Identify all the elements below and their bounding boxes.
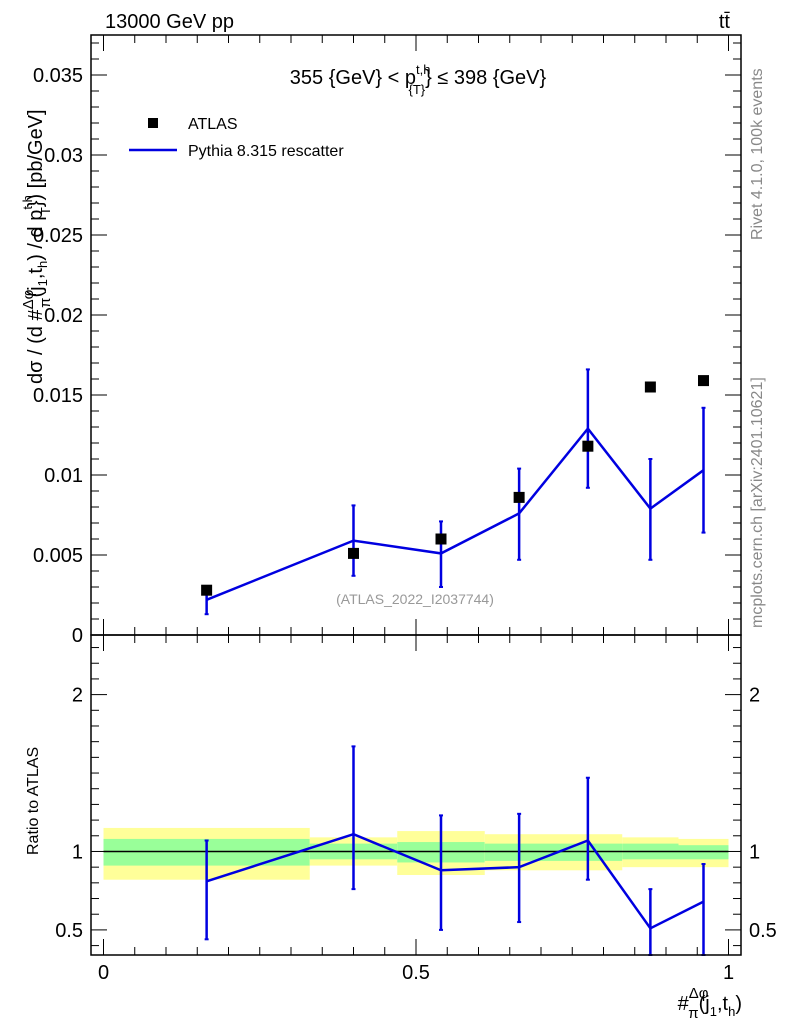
main-y-tick-label: 0.015 [33, 385, 83, 407]
data-point [582, 440, 594, 452]
main-y-tick-label: 0.025 [33, 225, 83, 247]
ratio-x-tick-label: 1 [723, 962, 734, 984]
ratio-y-tick-label: 0.5 [55, 920, 83, 942]
mc-series-line [206, 426, 705, 601]
data-point [513, 491, 525, 503]
main-axis-ticks [91, 35, 741, 636]
ratio-band-inner [678, 845, 729, 860]
ratio-uncertainty-bands [103, 827, 729, 880]
main-plot-panel: 0 0.005 0.01 0.015 0.02 0.025 0.03 0.035 (ATLAS… [20, 34, 742, 647]
data-point [644, 381, 656, 393]
ratio-x-tick-label: 0.5 [402, 962, 430, 984]
ratio-y-tick-label-right: 2 [749, 685, 760, 707]
header-final-state-label: tt̄ [719, 11, 731, 33]
ratio-axis-ticks [91, 635, 741, 955]
legend-data-marker [148, 118, 158, 128]
data-point [201, 584, 213, 596]
ratio-y-tick-labels: 0.5 0.5 1 1 2 2 [55, 685, 777, 942]
data-point [698, 375, 709, 387]
data-points [201, 375, 709, 596]
legend-mc-label: Pythia 8.315 rescatter [188, 143, 344, 160]
mc-error-bars [204, 368, 706, 616]
watermark-analysis-id: (ATLAS_2022_I2037744) [336, 591, 494, 607]
legend-data-label: ATLAS [188, 116, 238, 133]
ratio-mc-line [206, 832, 705, 930]
main-y-tick-labels: 0 0.005 0.01 0.015 0.02 0.025 0.03 0.035 [33, 65, 83, 647]
data-point [348, 547, 359, 559]
mcplots-credit-note: mcplots.cern.ch [arXiv:2401.10621] [749, 377, 766, 628]
rivet-version-note: Rivet 4.1.0, 100k events [749, 68, 766, 240]
ratio-y-tick-label-right: 0.5 [749, 920, 777, 942]
ratio-y-tick-label: 1 [72, 841, 83, 863]
ratio-y-tick-label-right: 1 [749, 841, 760, 863]
main-y-tick-label: 0.035 [33, 65, 83, 87]
main-y-tick-label: 0.03 [44, 145, 83, 167]
main-y-tick-label: 0.01 [44, 465, 83, 487]
main-y-tick-label: 0 [72, 625, 83, 647]
main-y-tick-label: 0.005 [33, 545, 83, 567]
ratio-y-axis-title: Ratio to ATLAS [25, 747, 42, 855]
x-axis-title: #Δφ π(j1,th) [678, 985, 742, 1022]
data-point [435, 533, 447, 545]
ratio-y-tick-label: 2 [72, 685, 83, 707]
main-plot-title: 355 {GeV} < pt,h {T}} ≤ 398 {GeV} [290, 62, 547, 97]
main-y-tick-label: 0.02 [44, 305, 83, 327]
ratio-x-tick-label: 0 [98, 962, 109, 984]
main-y-axis-title: dσ / (d #Δφπ(j1,th) / d pt,hT}) [pb/GeV] [20, 109, 54, 384]
ratio-plot-frame [90, 634, 742, 956]
ratio-x-tick-labels: 0 0.5 1 [98, 962, 734, 984]
ratio-plot-panel: 0.5 0.51 12 2 0 0.5 1 Ratio to ATLAS #Δφ π(j1,… [25, 634, 777, 1022]
legend: ATLAS Pythia 8.315 rescatter [129, 116, 344, 160]
header-process-label: 13000 GeV pp [105, 11, 234, 33]
